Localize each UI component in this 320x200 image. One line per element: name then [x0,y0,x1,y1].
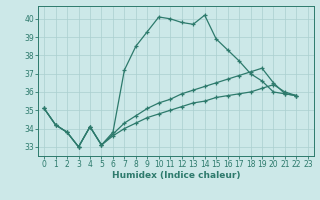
X-axis label: Humidex (Indice chaleur): Humidex (Indice chaleur) [112,171,240,180]
